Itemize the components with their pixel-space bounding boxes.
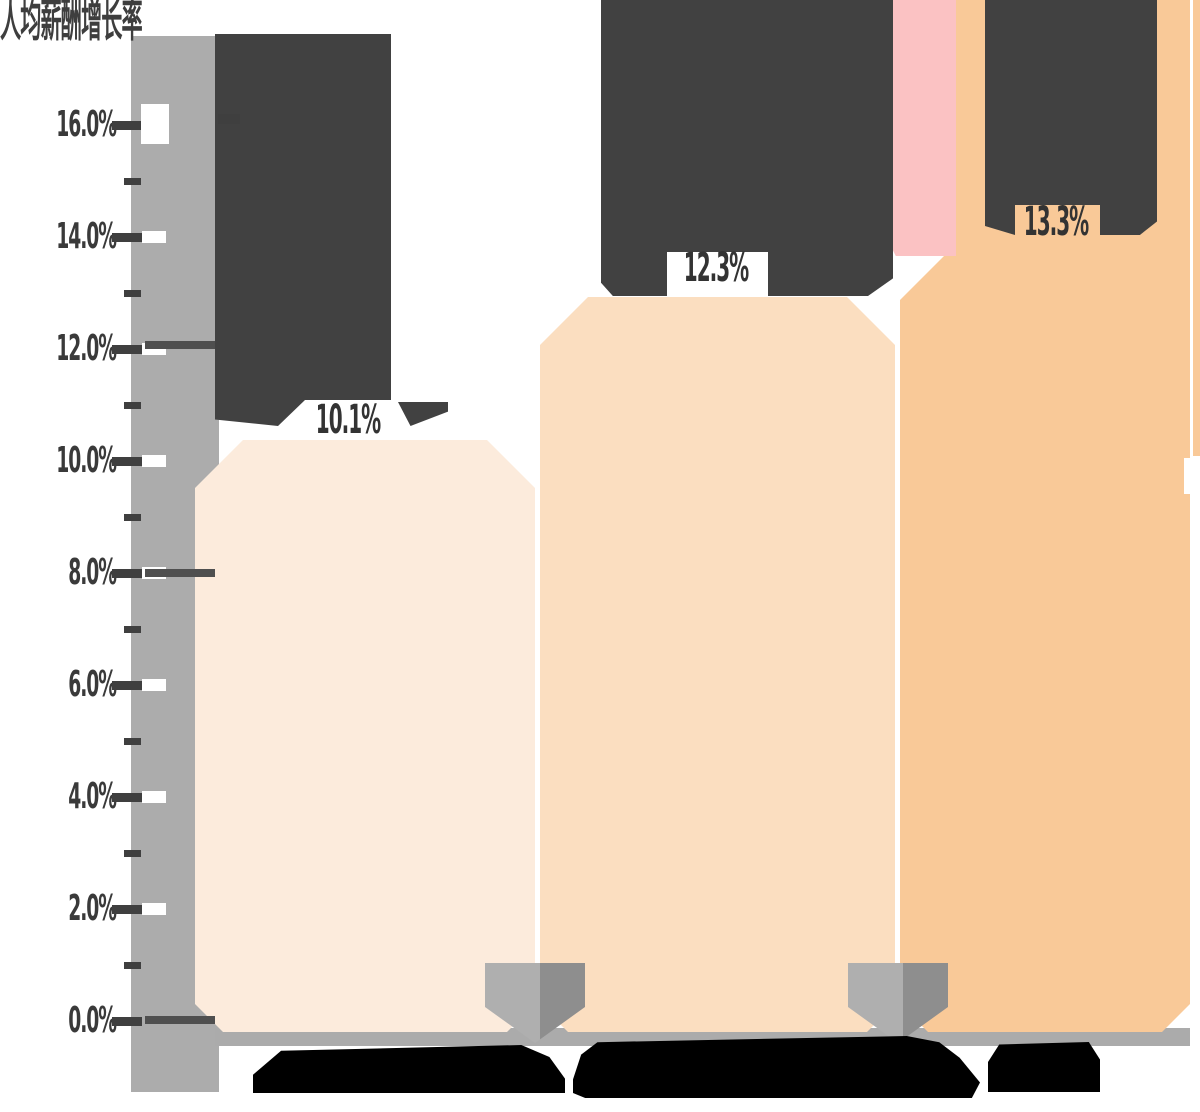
dark-column-bar-3: [985, 0, 1157, 205]
minor-tick: [124, 178, 141, 185]
major-tick: [112, 681, 142, 690]
gridline-stub: [145, 1016, 215, 1024]
axis-notch: [141, 104, 169, 144]
major-tick: [112, 793, 142, 802]
y-tick-label-8: 8.0%: [68, 552, 117, 593]
dark-column-bar-2: [601, 0, 893, 252]
dark-wing-right-bar-2: [768, 252, 893, 296]
value-label-bar-2: 12.3%: [683, 245, 749, 291]
axis-notch: [142, 231, 166, 243]
major-tick: [112, 1017, 142, 1026]
dark-wing-left-bar-2: [601, 252, 667, 296]
dark-column-bar-1: [215, 34, 391, 400]
y-tick-label-16: 16.0%: [56, 104, 117, 145]
bar-category-2: [540, 297, 895, 1032]
dark-wing-left-bar-1: [215, 400, 305, 426]
bar-category-3: [900, 252, 1190, 1032]
value-label-bar-3: 13.3%: [1023, 199, 1089, 245]
major-tick: [112, 121, 142, 130]
y-tick-label-10: 10.0%: [56, 440, 117, 481]
y-tick-label-14: 14.0%: [56, 216, 117, 257]
x-axis-label-blob-1: [253, 1045, 565, 1093]
axis-notch: [142, 903, 166, 915]
y-tick-label-2: 2.0%: [68, 888, 117, 929]
y-tick-label-6: 6.0%: [68, 664, 117, 705]
value-label-bar-1: 10.1%: [315, 397, 381, 443]
minor-tick: [124, 850, 141, 857]
white-notch-artifact: [1184, 458, 1200, 494]
y-tick-label-0: 0.0%: [68, 1000, 117, 1041]
minor-tick: [124, 402, 141, 409]
y-tick-label-12: 12.0%: [56, 328, 117, 369]
major-tick: [112, 457, 142, 466]
right-edge-sliver-artifact: [1193, 0, 1200, 456]
minor-tick: [124, 626, 141, 633]
y-tick-label-4: 4.0%: [68, 776, 117, 817]
dark-wing-right-bar-1: [398, 402, 448, 426]
right-side-tick: [218, 114, 240, 124]
chart-title: 人均薪酬增长率: [0, 0, 143, 47]
minor-tick: [124, 514, 141, 521]
gridline-stub: [145, 341, 215, 349]
minor-tick: [124, 290, 141, 297]
x-axis-label-blob-2: [573, 1036, 980, 1098]
minor-tick: [124, 738, 141, 745]
axis-notch: [142, 455, 166, 467]
major-tick: [112, 569, 142, 578]
major-tick: [112, 905, 142, 914]
major-tick: [112, 345, 142, 354]
major-tick: [112, 233, 142, 242]
axis-notch: [142, 791, 166, 803]
bar-category-1: [195, 440, 535, 1032]
gridline-stub: [145, 569, 215, 577]
axis-notch: [142, 679, 166, 691]
x-axis-baseline: [215, 1028, 1190, 1046]
minor-tick: [124, 962, 141, 969]
x-axis-label-blob-3: [988, 1042, 1100, 1092]
